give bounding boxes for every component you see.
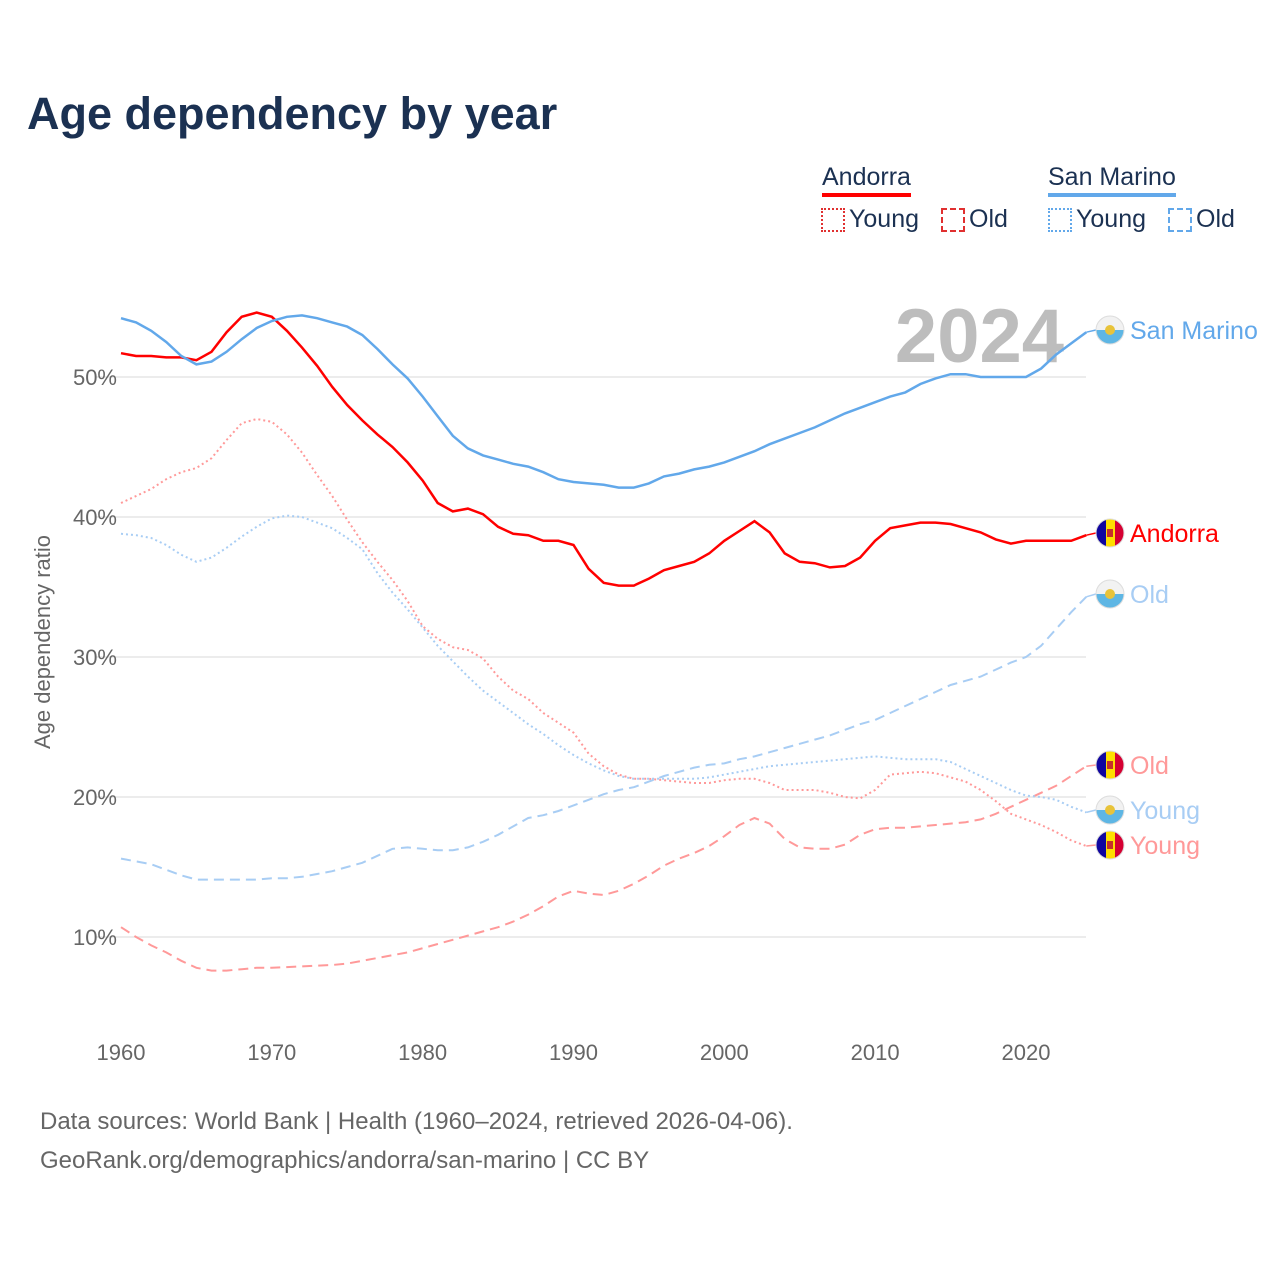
- x-tick-label: 2010: [851, 1040, 900, 1065]
- label-connector: [1086, 809, 1097, 814]
- andorra-flag-icon: [1095, 830, 1125, 860]
- end-label: Old: [1130, 752, 1169, 780]
- y-tick-label: 10%: [73, 925, 117, 950]
- legend-label: Young: [1076, 205, 1146, 233]
- legend-andorra[interactable]: Andorra: [822, 163, 911, 197]
- dotted-swatch-icon: [1048, 207, 1072, 232]
- end-label: Young: [1130, 832, 1200, 860]
- label-connector: [1086, 593, 1097, 598]
- series-line-andorra[interactable]: [120, 311, 1087, 587]
- dashed-swatch-icon: [941, 207, 965, 232]
- year-watermark: 2024: [895, 294, 1064, 379]
- y-tick-label: 50%: [73, 365, 117, 390]
- legend-andorra-young[interactable]: Young: [821, 205, 919, 234]
- end-label: San Marino: [1130, 317, 1258, 345]
- end-label: Young: [1130, 797, 1200, 825]
- y-tick-label: 40%: [73, 505, 117, 530]
- legend-andorra-old[interactable]: Old: [941, 205, 1008, 234]
- san-marino-flag-icon: [1095, 315, 1125, 345]
- legend-label: Young: [849, 205, 919, 233]
- dashed-swatch-icon: [1168, 207, 1192, 232]
- end-label: Andorra: [1130, 520, 1219, 548]
- footer-link[interactable]: GeoRank.org/demographics/andorra/san-mar…: [40, 1147, 650, 1174]
- label-connector: [1086, 532, 1097, 536]
- x-tick-label: 1970: [247, 1040, 296, 1065]
- x-tick-label: 1960: [97, 1040, 146, 1065]
- label-connector: [1086, 764, 1097, 767]
- legend-san-marino[interactable]: San Marino: [1048, 163, 1176, 197]
- legend-san-marino-old[interactable]: Old: [1168, 205, 1235, 234]
- x-tick-label: 2020: [1002, 1040, 1051, 1065]
- dotted-swatch-icon: [821, 207, 845, 232]
- legend-label: Old: [1196, 205, 1235, 233]
- andorra-flag-icon: [1095, 518, 1125, 548]
- series-line-san-marino-old[interactable]: [120, 596, 1088, 881]
- legend-san-marino-young[interactable]: Young: [1048, 205, 1146, 234]
- footer-sources: Data sources: World Bank | Health (1960–…: [40, 1108, 793, 1135]
- san-marino-flag-icon: [1095, 795, 1125, 825]
- series-line-san-marino[interactable]: [120, 314, 1088, 489]
- label-connector: [1086, 844, 1097, 847]
- legend-label: Old: [969, 205, 1008, 233]
- x-tick-label: 2000: [700, 1040, 749, 1065]
- y-axis-label: Age dependency ratio: [30, 535, 55, 749]
- label-connector: [1086, 329, 1097, 333]
- x-tick-label: 1980: [398, 1040, 447, 1065]
- y-tick-label: 20%: [73, 785, 117, 810]
- andorra-flag-icon: [1095, 750, 1125, 780]
- chart-title: Age dependency by year: [27, 88, 558, 139]
- series-line-andorra-young[interactable]: [120, 417, 1087, 847]
- series-line-san-marino-young[interactable]: [120, 514, 1087, 814]
- san-marino-flag-icon: [1095, 579, 1125, 609]
- x-tick-label: 1990: [549, 1040, 598, 1065]
- y-tick-label: 30%: [73, 645, 117, 670]
- end-label: Old: [1130, 581, 1169, 609]
